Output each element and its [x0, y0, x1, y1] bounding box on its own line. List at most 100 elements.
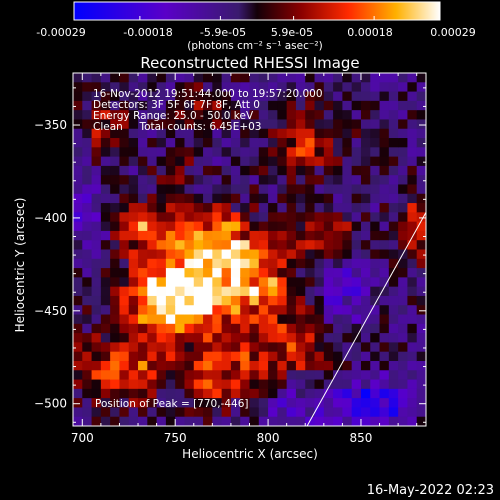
heatmap-cell [156, 240, 167, 251]
heatmap-cell [258, 323, 269, 334]
heatmap-cell [203, 175, 213, 186]
colorbar-tick-label: 0.00018 [347, 26, 393, 39]
heatmap-cell [360, 184, 371, 195]
heatmap-cell [268, 175, 278, 186]
heatmap-cell [175, 416, 186, 426]
heatmap-cell [128, 407, 139, 418]
heatmap-cell [212, 416, 223, 426]
heatmap-cell [370, 240, 381, 251]
x-tick-label: 750 [164, 431, 187, 445]
heatmap-cell [175, 175, 186, 186]
heatmap-cell [156, 82, 167, 93]
heatmap-cell [240, 100, 251, 111]
heatmap-cell [73, 100, 83, 111]
heatmap-cell [360, 240, 371, 251]
heatmap-cell [212, 258, 223, 269]
heatmap-cell [193, 305, 204, 316]
heatmap-cell [110, 138, 121, 148]
heatmap-cell [379, 286, 390, 297]
heatmap-cell [221, 100, 232, 111]
heatmap-cell [351, 379, 362, 390]
heatmap-cell [416, 388, 426, 399]
heatmap-cell [323, 379, 334, 390]
heatmap-cell [323, 212, 334, 223]
heatmap-cell [138, 147, 148, 158]
heatmap-cell [82, 323, 93, 334]
heatmap-cell [416, 360, 426, 371]
heatmap-cell [407, 323, 418, 334]
heatmap-cell [165, 184, 176, 195]
heatmap-cell [268, 100, 278, 111]
heatmap-cell [258, 100, 269, 111]
heatmap-cell [295, 175, 306, 186]
heatmap-cell [175, 342, 186, 353]
heatmap-cell [258, 342, 269, 353]
heatmap-cell [314, 193, 325, 204]
heatmap-cell [305, 184, 316, 195]
heatmap-cell [370, 407, 381, 418]
heatmap-cell [277, 128, 288, 139]
heatmap-cell [138, 416, 148, 426]
heatmap-cell [333, 323, 343, 334]
heatmap-cell [221, 193, 232, 204]
heatmap-cell [230, 268, 241, 278]
heatmap-cell [286, 156, 297, 167]
heatmap-cell [295, 212, 306, 223]
heatmap-cell [73, 388, 83, 399]
heatmap-cell [277, 184, 288, 195]
heatmap-cell [342, 147, 353, 158]
heatmap-cell [147, 295, 158, 306]
heatmap-cell [295, 193, 306, 204]
heatmap-cell [100, 73, 111, 83]
heatmap-cell [277, 258, 288, 269]
heatmap-cell [184, 286, 195, 297]
heatmap-cell [138, 305, 148, 316]
heatmap-cell [193, 333, 204, 343]
heatmap-cell [258, 119, 269, 130]
heatmap-cell [230, 379, 241, 390]
heatmap-cell [258, 249, 269, 260]
heatmap-cell [147, 128, 158, 139]
heatmap-cell [165, 333, 176, 343]
heatmap-cell [212, 193, 223, 204]
heatmap-cell [138, 119, 148, 130]
heatmap-cell [240, 82, 251, 93]
heatmap-cell [156, 193, 167, 204]
heatmap-cell [147, 193, 158, 204]
heatmap-cell [314, 147, 325, 158]
heatmap-cell [212, 100, 223, 111]
heatmap-cell [388, 286, 399, 297]
heatmap-cell [100, 258, 111, 269]
heatmap-cell [407, 221, 418, 232]
heatmap-cell [128, 175, 139, 186]
heatmap-cell [379, 277, 390, 288]
heatmap-cell [351, 175, 362, 186]
heatmap-cell [342, 388, 353, 399]
heatmap-cell [138, 128, 148, 139]
heatmap-cell [416, 323, 426, 334]
heatmap-cell [268, 249, 278, 260]
heatmap-cell [277, 314, 288, 325]
heatmap-cell [73, 119, 83, 130]
heatmap-cell [138, 221, 148, 232]
heatmap-cell [314, 100, 325, 111]
heatmap-cell [388, 119, 399, 130]
heatmap-cell [184, 323, 195, 334]
heatmap-cell [156, 212, 167, 223]
heatmap-cell [398, 314, 409, 325]
heatmap-cell [110, 156, 121, 167]
annotation-energy-range: Energy Range: 25.0 - 50.0 keV [93, 110, 254, 122]
heatmap-cell [407, 128, 418, 139]
heatmap-cell [407, 110, 418, 121]
heatmap-cell [379, 156, 390, 167]
heatmap-cell [212, 91, 223, 102]
heatmap-cell [379, 73, 390, 83]
heatmap-cell [100, 398, 111, 409]
heatmap-cell [333, 249, 343, 260]
heatmap-cell [351, 323, 362, 334]
heatmap-cell [147, 221, 158, 232]
heatmap-cell [295, 398, 306, 409]
heatmap-cell [305, 203, 316, 213]
heatmap-cell [230, 203, 241, 213]
heatmap-cell [398, 128, 409, 139]
